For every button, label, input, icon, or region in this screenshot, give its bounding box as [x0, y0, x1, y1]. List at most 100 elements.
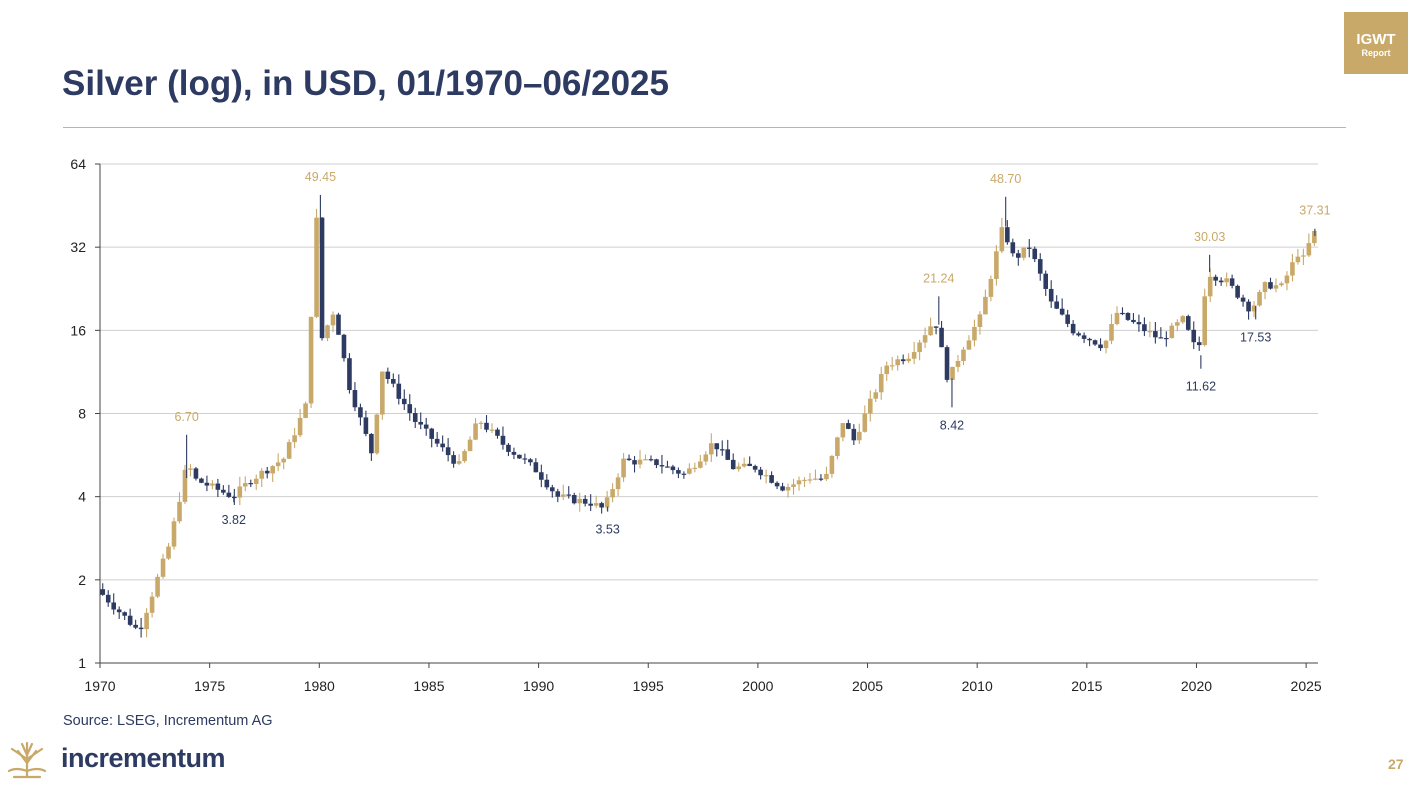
candle-body	[1147, 331, 1153, 333]
y-tick-label: 2	[78, 572, 86, 588]
candle-body	[857, 431, 862, 441]
candle-body	[122, 612, 127, 616]
candle-body	[791, 484, 796, 487]
candle-body	[807, 479, 813, 481]
candle-body	[242, 483, 248, 487]
page-number: 27	[1388, 756, 1404, 772]
candle-body	[736, 466, 742, 470]
tree-logo-icon	[7, 741, 47, 779]
candle-body	[1076, 333, 1081, 336]
candle-body	[654, 459, 659, 466]
source-note: Source: LSEG, Incrementum AG	[63, 713, 273, 729]
candle-body	[347, 358, 352, 391]
x-tick-label: 1980	[304, 678, 335, 694]
x-tick-label: 2025	[1291, 678, 1322, 694]
candle-body	[500, 435, 506, 445]
silver-price-chart: 1 2 4 8 16 32 64 1970 1975 1980 1985 1990 1995 2000 20…	[70, 156, 1330, 694]
annotation-label: 30.03	[1194, 230, 1225, 244]
candle-body	[944, 347, 950, 380]
x-tick-label: 2000	[742, 678, 773, 694]
candle-body	[813, 478, 818, 480]
candle-body	[319, 217, 325, 339]
candle-body	[484, 422, 489, 430]
annotation-label: 8.42	[940, 418, 964, 432]
candle-body	[1284, 275, 1290, 284]
candle-body	[100, 589, 106, 595]
candle-body	[582, 498, 588, 504]
candle-body	[418, 421, 424, 425]
candle-body	[785, 486, 791, 491]
candle-body	[829, 456, 835, 474]
candle-body	[412, 413, 418, 422]
candle-body	[144, 612, 149, 630]
candle-body	[1301, 255, 1306, 257]
candle-body	[155, 576, 160, 597]
candle-body	[846, 423, 851, 429]
candle-body	[380, 371, 385, 415]
candle-body	[210, 483, 215, 486]
candle-body	[511, 451, 517, 455]
x-tick-label: 1975	[194, 678, 225, 694]
candle-body	[270, 466, 275, 474]
candle-body	[182, 469, 188, 502]
candle-body	[1054, 301, 1059, 309]
candle-body	[1207, 276, 1213, 297]
candle-body	[467, 439, 473, 452]
candle-body	[358, 407, 363, 418]
candle-body	[1021, 247, 1027, 258]
candle-body	[1114, 312, 1120, 325]
candle-body	[544, 479, 550, 488]
candle-body	[1213, 276, 1218, 281]
x-tick-label: 1990	[523, 678, 554, 694]
candle-body	[478, 422, 484, 425]
candle-body	[758, 469, 763, 476]
candle-body	[593, 503, 599, 506]
candle-body	[1081, 335, 1087, 339]
candle-body	[1125, 312, 1131, 320]
candle-body	[522, 458, 528, 460]
y-tick-label: 64	[70, 156, 86, 172]
candle-body	[1235, 285, 1240, 298]
candle-body	[1032, 248, 1038, 260]
candle-body	[330, 314, 336, 326]
candle-body	[637, 459, 643, 465]
candle-body	[506, 444, 511, 452]
candle-body	[889, 365, 895, 367]
x-tick-label: 2020	[1181, 678, 1212, 694]
candle-body	[1158, 337, 1164, 339]
candle-body	[632, 460, 637, 465]
candle-body	[911, 352, 917, 359]
candle-body	[1180, 316, 1186, 323]
candle-body	[906, 358, 911, 362]
candle-body	[434, 438, 440, 444]
annotation-label: 11.62	[1186, 380, 1216, 394]
candle-body	[1312, 230, 1317, 244]
candle-body	[752, 466, 758, 470]
candle-body	[555, 491, 561, 497]
candle-body	[1224, 278, 1229, 283]
candle-body	[878, 374, 884, 393]
candle-body	[396, 383, 402, 399]
candle-body	[292, 435, 297, 443]
candle-body	[308, 316, 314, 404]
x-tick-label: 2010	[962, 678, 993, 694]
candle-body	[385, 371, 391, 380]
candle-body	[922, 335, 928, 343]
candle-body	[1229, 278, 1235, 286]
candle-body	[1092, 340, 1098, 345]
annotation-label: 48.70	[990, 172, 1021, 186]
candle-body	[725, 449, 731, 460]
candle-body	[1246, 301, 1251, 312]
candle-body	[1218, 280, 1224, 283]
candle-body	[401, 398, 407, 405]
candle-body	[983, 296, 988, 315]
candle-body	[643, 459, 648, 461]
candle-body	[928, 326, 933, 336]
candle-body	[867, 398, 873, 414]
y-tick-label: 32	[70, 239, 86, 255]
candle-body	[1185, 316, 1191, 330]
candle-body	[369, 433, 374, 454]
candle-body	[111, 602, 117, 610]
candle-body	[473, 423, 478, 440]
candle-body	[665, 466, 670, 468]
